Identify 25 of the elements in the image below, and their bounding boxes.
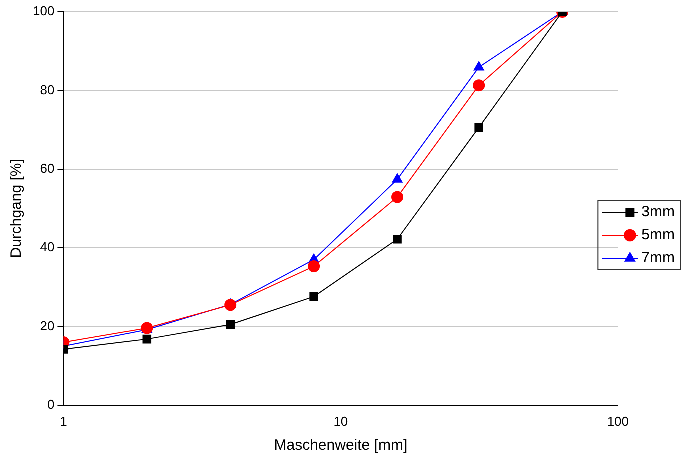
legend-label: 5mm [642, 226, 676, 244]
y-axis-title: Durchgang [%] [8, 159, 26, 258]
x-tick-label: 100 [607, 414, 630, 429]
point [310, 292, 318, 302]
legend-label: 7mm [642, 250, 676, 267]
x-axis-title: Maschenweite [mm] [274, 437, 408, 454]
point [224, 299, 237, 312]
point [473, 80, 486, 92]
point [308, 260, 320, 273]
legend-label: 3mm [642, 204, 676, 221]
point [142, 334, 152, 344]
y-tick-label: 100 [32, 4, 55, 19]
y-tick-label: 60 [40, 160, 55, 176]
x-tick-label: 10 [334, 414, 348, 429]
y-tick-label: 0 [47, 396, 55, 412]
point [392, 174, 403, 183]
y-tick-label: 80 [40, 82, 55, 98]
point [392, 191, 404, 204]
point [226, 320, 235, 330]
y-tick-label: 20 [40, 318, 55, 334]
point [474, 61, 484, 71]
point [393, 234, 402, 244]
x-tick-label: 1 [60, 414, 68, 429]
point [474, 123, 484, 132]
y-tick-label: 40 [40, 240, 55, 255]
